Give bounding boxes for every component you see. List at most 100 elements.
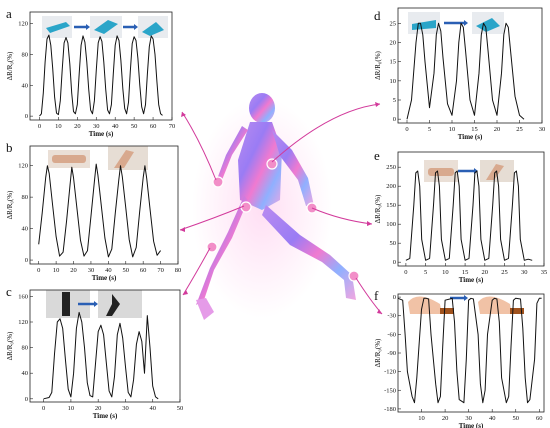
connector-arrows — [179, 103, 383, 315]
x-tick-label: 30 — [88, 267, 95, 274]
panel-label: e — [374, 148, 380, 163]
series-line — [38, 163, 162, 258]
x-axis-label: Time (s) — [93, 412, 118, 420]
inset-photos — [42, 12, 524, 318]
y-tick-label: 80 — [22, 345, 29, 352]
x-tick-label: 35 — [541, 269, 548, 276]
series-line — [406, 22, 525, 120]
x-tick-label: 20 — [482, 269, 489, 276]
y-axis-label: ΔR/R₀(%) — [374, 338, 382, 367]
y-tick-label: 120 — [18, 21, 28, 28]
x-tick-label: 40 — [149, 405, 156, 412]
y-tick-label: 0 — [393, 294, 396, 301]
x-tick-label: 70 — [169, 123, 176, 130]
photo-f-foot — [408, 295, 524, 314]
y-tick-label: 40 — [22, 370, 29, 377]
x-tick-label: 40 — [112, 123, 119, 130]
y-tick-label: -90 — [387, 350, 396, 357]
y-tick-label: 0 — [25, 113, 28, 120]
x-axis-label: Time (s) — [89, 130, 114, 138]
y-tick-label: 0 — [393, 259, 396, 266]
photo-c-knee — [46, 290, 142, 318]
x-axis-label: Time (s) — [459, 276, 484, 284]
x-tick-label: 70 — [157, 267, 164, 274]
plot-frame — [29, 289, 181, 403]
y-tick-label: 10 — [390, 78, 397, 85]
y-axis-label: ΔR/R₀(%) — [6, 190, 14, 219]
y-tick-label: 20 — [390, 40, 397, 47]
x-tick-label: 0 — [38, 123, 41, 130]
panel-d: d 0 5 10 15 20 25 30 0 5 10 15 20 25 Time (s) ΔR/R₀(%) — [374, 7, 546, 141]
y-axis-label: ΔR/R₀(%) — [6, 51, 14, 80]
x-tick-label: 5 — [428, 126, 431, 133]
panel-label: d — [374, 8, 381, 23]
x-axis-label: Time (s) — [459, 422, 484, 428]
x-tick-label: 80 — [175, 267, 182, 274]
arrow-to-c — [182, 247, 211, 296]
arrow-to-b — [179, 205, 245, 231]
y-tick-label: 25 — [390, 20, 397, 27]
x-tick-label: 0 — [37, 267, 40, 274]
y-tick-label: 0 — [25, 257, 28, 264]
x-tick-label: 0 — [404, 269, 407, 276]
y-tick-label: 0 — [25, 396, 28, 403]
plot-frame — [29, 11, 173, 121]
y-tick-label: 120 — [18, 319, 28, 326]
x-tick-label: 40 — [105, 267, 112, 274]
x-tick-label: 10 — [442, 269, 449, 276]
arrow-to-a — [181, 111, 217, 181]
plot-frame — [29, 145, 179, 265]
x-tick-label: 60 — [536, 415, 543, 422]
y-tick-label: 0 — [393, 116, 396, 123]
x-tick-label: 30 — [521, 269, 528, 276]
x-tick-label: 25 — [501, 269, 508, 276]
series-line — [43, 311, 159, 400]
y-axis-label: ΔR/R₀(%) — [374, 194, 382, 223]
panel-e: e 0 5 10 15 20 25 30 35 0 50 100 150 200 250 Time (s) ΔR… — [374, 148, 547, 284]
x-tick-label: 15 — [471, 126, 478, 133]
y-tick-label: 15 — [390, 59, 397, 66]
panel-label: c — [6, 284, 12, 299]
x-tick-label: 60 — [140, 267, 147, 274]
x-tick-label: 10 — [418, 415, 425, 422]
x-tick-label: 0 — [42, 405, 45, 412]
marker-hand — [266, 158, 278, 170]
x-tick-label: 50 — [512, 415, 519, 422]
y-tick-label: 50 — [390, 240, 397, 247]
arrow-to-e — [311, 207, 373, 225]
x-tick-label: 50 — [131, 123, 138, 130]
x-tick-label: 15 — [462, 269, 469, 276]
arrow-heads — [180, 102, 382, 314]
x-tick-label: 20 — [95, 405, 102, 412]
y-tick-label: 150 — [386, 202, 396, 209]
panel-label: f — [374, 288, 379, 303]
y-axis-label: ΔR/R₀(%) — [6, 331, 14, 360]
x-tick-label: 20 — [442, 415, 449, 422]
y-tick-label: -60 — [387, 331, 396, 338]
panel-label: b — [6, 140, 13, 155]
x-tick-label: 40 — [489, 415, 496, 422]
x-tick-label: 30 — [122, 405, 129, 412]
y-tick-label: 250 — [386, 164, 396, 171]
x-axis-label: Time (s) — [92, 274, 117, 282]
series-line — [397, 297, 542, 404]
y-axis-label: ΔR/R₀(%) — [374, 50, 382, 79]
x-tick-label: 30 — [465, 415, 472, 422]
photo-a-fingers — [42, 16, 168, 38]
x-tick-label: 20 — [70, 267, 77, 274]
marker-finger — [212, 176, 224, 188]
series-line — [405, 170, 533, 261]
y-tick-label: 80 — [22, 194, 29, 201]
y-tick-label: -120 — [384, 369, 396, 376]
x-axis-label: Time (s) — [458, 133, 483, 141]
photo-b-arm — [48, 146, 148, 170]
x-tick-label: 10 — [53, 267, 60, 274]
series-line — [39, 34, 163, 117]
x-tick-label: 25 — [516, 126, 523, 133]
panel-c: c 0 10 20 30 40 50 0 40 80 120 160 Time (s) ΔR/R₀(%) — [6, 284, 183, 420]
x-tick-label: 10 — [449, 126, 456, 133]
x-tick-label: 10 — [68, 405, 75, 412]
x-tick-label: 30 — [539, 126, 546, 133]
x-tick-label: 5 — [424, 269, 427, 276]
